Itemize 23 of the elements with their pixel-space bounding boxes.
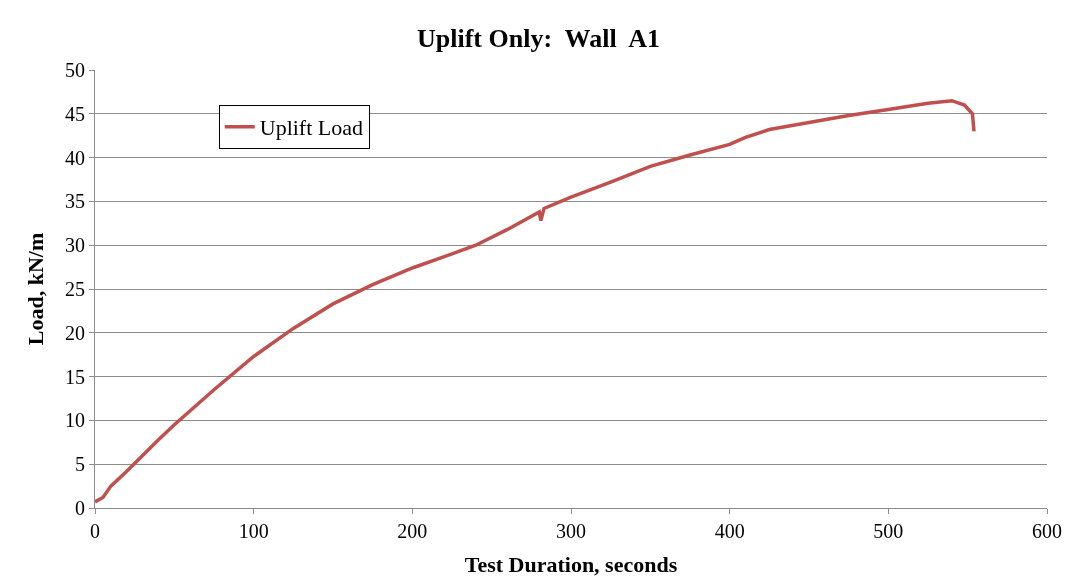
y-tick-label: 20: [65, 321, 85, 344]
x-tick-label: 400: [714, 520, 745, 542]
line-series: [95, 98, 976, 504]
x-tick-label: 300: [556, 520, 586, 542]
y-tick-label: 30: [65, 234, 85, 257]
y-axis-title: Load, kN/m: [22, 232, 48, 346]
legend-label: Uplift Load: [259, 115, 364, 141]
chart-title: Uplift Only: Wall A1: [417, 24, 660, 54]
y-tick-label: 45: [65, 102, 85, 125]
y-tick-label: 10: [65, 409, 85, 432]
y-tick-label: 40: [65, 146, 85, 169]
x-tick-label: 500: [873, 520, 904, 542]
y-tick-label: 35: [65, 190, 85, 213]
x-tick-label: 200: [397, 520, 428, 542]
y-tick-label: 25: [65, 278, 85, 300]
y-tick-label: 15: [65, 365, 85, 388]
y-tick-label: 0: [75, 497, 85, 519]
y-tick-label: 5: [75, 453, 85, 476]
x-tick-label: 100: [238, 520, 269, 542]
x-axis-title: Test Duration, seconds: [464, 551, 678, 577]
y-tick-label: 50: [65, 59, 85, 81]
x-tick-label: 600: [1032, 520, 1062, 542]
x-tick-label: 0: [90, 520, 100, 542]
